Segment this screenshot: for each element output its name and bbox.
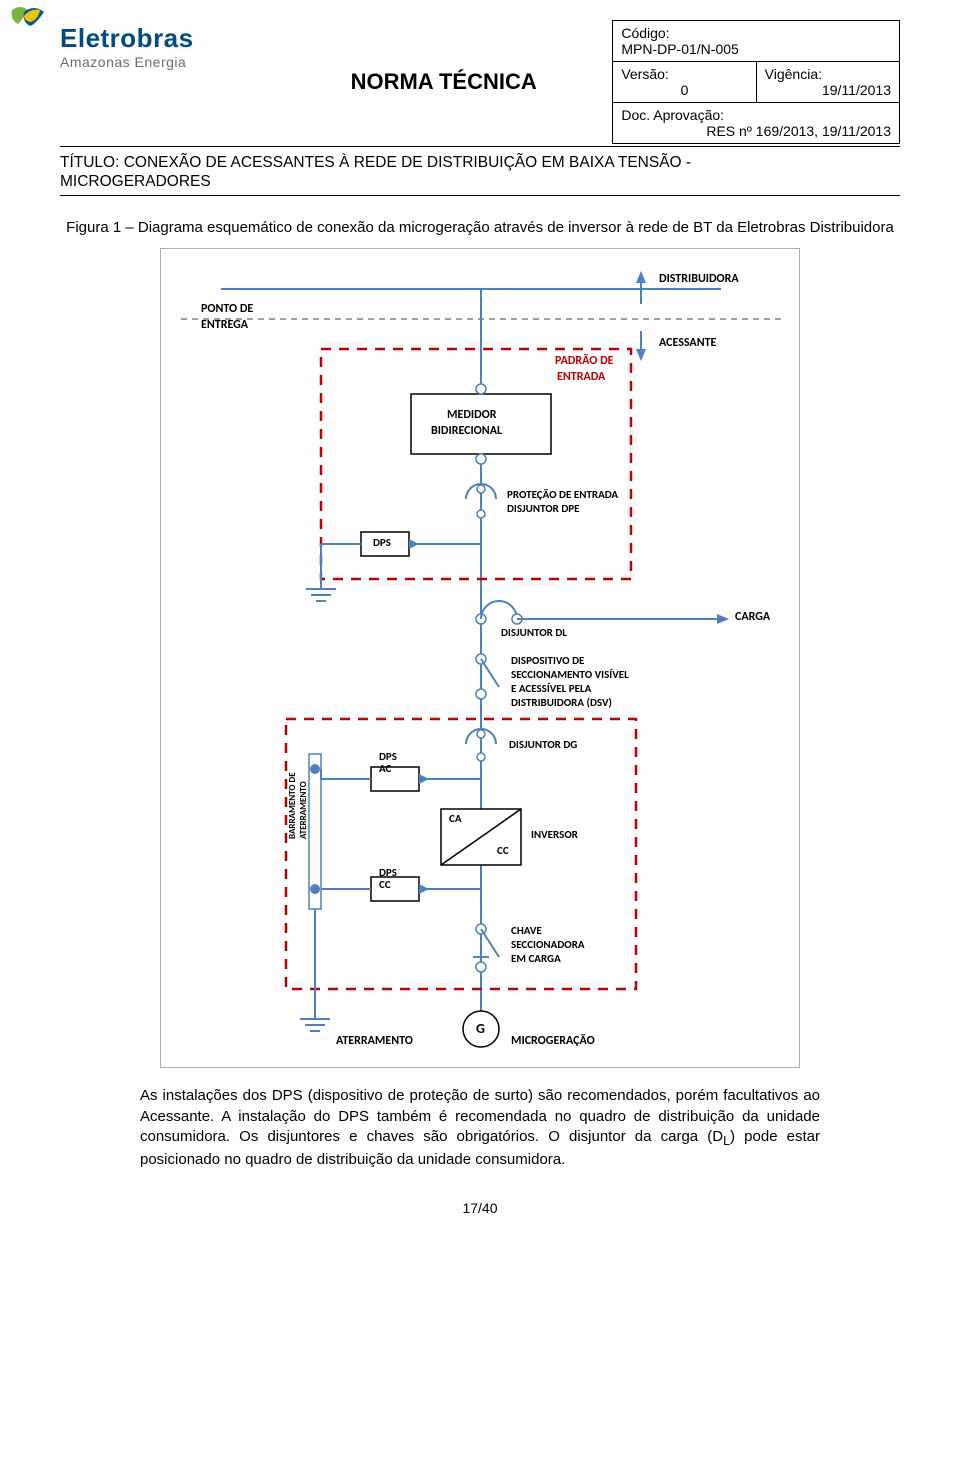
lbl-distribuidora: DISTRIBUIDORA: [659, 273, 739, 287]
lbl-acessante: ACESSANTE: [659, 337, 716, 351]
lbl-ca: CA: [449, 813, 462, 826]
doc-header: Eletrobras Amazonas Energia NORMA TÉCNIC…: [60, 20, 900, 144]
vigencia-value: 19/11/2013: [765, 82, 891, 98]
lbl-chave3: EM CARGA: [511, 953, 561, 966]
lbl-chave1: CHAVE: [511, 925, 542, 938]
lbl-dsv4: DISTRIBUIDORA (DSV): [511, 697, 612, 710]
lbl-chave2: SECCIONADORA: [511, 939, 585, 952]
titulo-line: TÍTULO: CONEXÃO DE ACESSANTES À REDE DE …: [60, 153, 900, 173]
lbl-medidor1: MEDIDOR: [447, 409, 497, 423]
lbl-dsv3: E ACESSÍVEL PELA: [511, 683, 591, 696]
codigo-value: MPN-DP-01/N-005: [621, 41, 738, 57]
brand-text: Eletrobras: [60, 23, 267, 54]
aprov-label: Doc. Aprovação:: [621, 107, 724, 123]
codigo-label: Código:: [621, 25, 669, 41]
versao-cell: Versão: 0: [613, 62, 756, 103]
titulo-text: CONEXÃO DE ACESSANTES À REDE DE DISTRIBU…: [124, 154, 691, 171]
lbl-ponto1: PONTO DE: [201, 303, 253, 317]
lbl-ponto2: ENTREGA: [201, 319, 248, 333]
body-p1-sub: L: [723, 1134, 730, 1148]
lbl-dpscc2: CC: [379, 879, 391, 892]
lbl-cc: CC: [497, 845, 509, 858]
logo-cell: Eletrobras Amazonas Energia: [60, 21, 275, 144]
lbl-prot2: DISJUNTOR DPE: [507, 503, 580, 516]
body-paragraph: As instalações dos DPS (dispositivo de p…: [140, 1086, 820, 1170]
figure-caption: Figura 1 – Diagrama esquemático de conex…: [60, 218, 900, 238]
lbl-micro: MICROGERAÇÃO: [511, 1035, 595, 1049]
versao-value: 0: [621, 82, 747, 98]
lbl-dsv1: DISPOSITIVO DE: [511, 655, 584, 668]
norma-title: NORMA TÉCNICA: [351, 69, 537, 94]
lbl-carga: CARGA: [735, 611, 770, 625]
codigo-cell: Código: MPN-DP-01/N-005: [613, 21, 900, 62]
lbl-padrao1: PADRÃO DE: [555, 355, 614, 369]
titulo-line2: MICROGERADORES: [60, 173, 900, 191]
lbl-barr1: BARRAMENTO DE: [288, 773, 298, 840]
aprov-cell: Doc. Aprovação: RES nº 169/2013, 19/11/2…: [613, 103, 900, 144]
lbl-prot1: PROTEÇÃO DE ENTRADA: [507, 489, 618, 502]
lbl-dpsac2: AC: [379, 763, 391, 776]
lbl-dg: DISJUNTOR DG: [509, 739, 577, 752]
norma-cell: NORMA TÉCNICA: [275, 21, 613, 144]
lbl-aterr: ATERRAMENTO: [336, 1035, 413, 1049]
lbl-padrao2: ENTRADA: [557, 371, 605, 385]
lbl-dps: DPS: [373, 537, 391, 550]
versao-label: Versão:: [621, 66, 668, 82]
vigencia-cell: Vigência: 19/11/2013: [756, 62, 899, 103]
diagram-svg: [161, 249, 801, 1069]
lbl-dl: DISJUNTOR DL: [501, 627, 567, 640]
vigencia-label: Vigência:: [765, 66, 822, 82]
lbl-g: G: [476, 1021, 485, 1037]
lbl-dsv2: SECCIONAMENTO VISÍVEL: [511, 669, 629, 682]
lbl-medidor2: BIDIRECIONAL: [431, 425, 502, 439]
body-p1: As instalações dos DPS (dispositivo de p…: [140, 1087, 820, 1145]
sub-brand-text: Amazonas Energia: [60, 54, 267, 70]
lbl-inversor: INVERSOR: [531, 829, 578, 842]
aprov-value: RES nº 169/2013, 19/11/2013: [621, 123, 891, 139]
diagram: DISTRIBUIDORA PONTO DE ENTREGA ACESSANTE…: [160, 248, 800, 1068]
titulo-prefix: TÍTULO:: [60, 154, 124, 171]
lbl-barr2: ATERRAMENTO: [299, 782, 309, 840]
page-number: 17/40: [60, 1200, 900, 1216]
